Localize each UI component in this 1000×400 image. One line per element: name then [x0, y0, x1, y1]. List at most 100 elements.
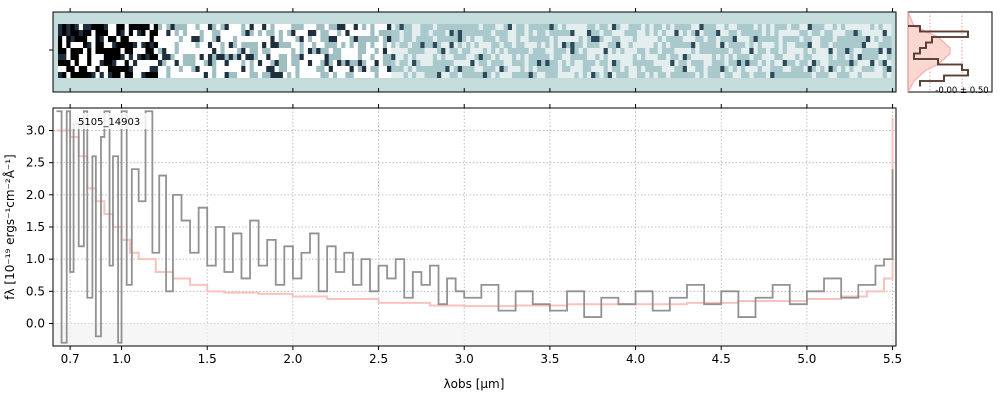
heatmap-cell: [203, 36, 209, 42]
heatmap-cell: [278, 30, 284, 36]
heatmap-cell: [278, 72, 284, 78]
heatmap-cell: [603, 60, 609, 66]
heatmap-cell: [403, 30, 409, 36]
heatmap-cell: [699, 66, 704, 72]
heatmap-cell: [782, 24, 788, 30]
heatmap-cell: [720, 36, 725, 42]
heatmap-cell: [561, 30, 567, 36]
heatmap-cell: [228, 72, 234, 78]
heatmap-cell: [95, 72, 101, 78]
heatmap-cell: [153, 30, 159, 36]
heatmap-cell: [245, 24, 250, 30]
heatmap-cell: [516, 72, 521, 78]
heatmap-cell: [507, 60, 513, 66]
heatmap-cell: [741, 60, 746, 66]
heatmap-cell: [149, 54, 155, 60]
heatmap-cell: [295, 54, 300, 60]
heatmap-cell: [716, 30, 721, 36]
heatmap-cell: [245, 66, 250, 72]
heatmap-cell: [407, 72, 413, 78]
heatmap-cell: [482, 66, 488, 72]
heatmap-cell: [82, 54, 88, 60]
heatmap-cell: [641, 42, 646, 48]
heatmap-cell: [520, 24, 525, 30]
heatmap-cell: [141, 66, 146, 72]
heatmap-cell: [853, 60, 859, 66]
heatmap-cell: [170, 72, 176, 78]
heatmap-cell: [495, 66, 500, 72]
heatmap-cell: [607, 72, 613, 78]
heatmap-cell: [303, 72, 309, 78]
heatmap-cell: [703, 36, 709, 42]
heatmap-cell: [387, 60, 392, 66]
heatmap-cell: [132, 54, 138, 60]
heatmap-cell: [724, 30, 729, 36]
heatmap-cell: [199, 48, 205, 54]
heatmap-cell: [87, 30, 92, 36]
heatmap-cell: [207, 54, 213, 60]
heatmap-cell: [657, 72, 663, 78]
heatmap-cell: [620, 60, 625, 66]
heatmap-cell: [749, 42, 754, 48]
heatmap-cell: [162, 36, 167, 42]
heatmap-cell: [678, 60, 684, 66]
heatmap-cell: [557, 24, 563, 30]
heatmap-cell: [474, 30, 480, 36]
heatmap-cell: [237, 66, 242, 72]
heatmap-cell: [516, 60, 521, 66]
heatmap-cell: [603, 66, 609, 72]
heatmap-cell: [641, 48, 646, 54]
heatmap-cell: [345, 54, 350, 60]
heatmap-cell: [620, 72, 625, 78]
heatmap-cell: [586, 30, 592, 36]
heatmap-cell: [58, 72, 63, 78]
heatmap-cell: [112, 30, 117, 36]
heatmap-cell: [162, 60, 167, 66]
heatmap-cell: [95, 66, 101, 72]
heatmap-cell: [437, 30, 442, 36]
heatmap-cell: [782, 36, 788, 42]
heatmap-cell: [599, 24, 605, 30]
heatmap-cell: [586, 36, 592, 42]
heatmap-cell: [620, 36, 625, 42]
heatmap-cell: [74, 24, 80, 30]
heatmap-cell: [120, 66, 126, 72]
heatmap-cell: [791, 60, 796, 66]
heatmap-cell: [120, 54, 126, 60]
heatmap-cell: [78, 36, 84, 42]
heatmap-cell: [603, 24, 609, 30]
heatmap-cell: [99, 60, 105, 66]
heatmap-cell: [153, 66, 159, 72]
heatmap-cell: [216, 48, 221, 54]
heatmap-cell: [745, 54, 750, 60]
heatmap-cell: [574, 36, 580, 42]
heatmap-cell: [274, 60, 280, 66]
heatmap-cell: [237, 48, 242, 54]
heatmap-cell: [149, 60, 155, 66]
heatmap-cell: [757, 60, 763, 66]
heatmap-cell: [58, 54, 63, 60]
heatmap-cell: [645, 60, 650, 66]
heatmap-cell: [495, 60, 500, 66]
heatmap-cell: [711, 42, 717, 48]
heatmap-cell: [157, 54, 163, 60]
heatmap-cell: [832, 24, 838, 30]
heatmap-cell: [732, 54, 738, 60]
heatmap-cell: [216, 72, 221, 78]
heatmap-cell: [303, 66, 309, 72]
heatmap-cell: [832, 66, 838, 72]
heatmap-cell: [70, 24, 76, 30]
heatmap-cell: [174, 42, 180, 48]
heatmap-cell: [757, 24, 763, 30]
heatmap-cell: [857, 24, 863, 30]
heatmap-cell: [266, 30, 271, 36]
heatmap-cell: [474, 42, 480, 48]
heatmap-cell: [749, 54, 754, 60]
heatmap-cell: [207, 72, 213, 78]
heatmap-cell: [395, 72, 400, 78]
heatmap-cell: [91, 66, 96, 72]
heatmap-cell: [462, 48, 467, 54]
heatmap-cell: [399, 42, 405, 48]
heatmap-cell: [303, 42, 309, 48]
heatmap-cell: [420, 30, 425, 36]
